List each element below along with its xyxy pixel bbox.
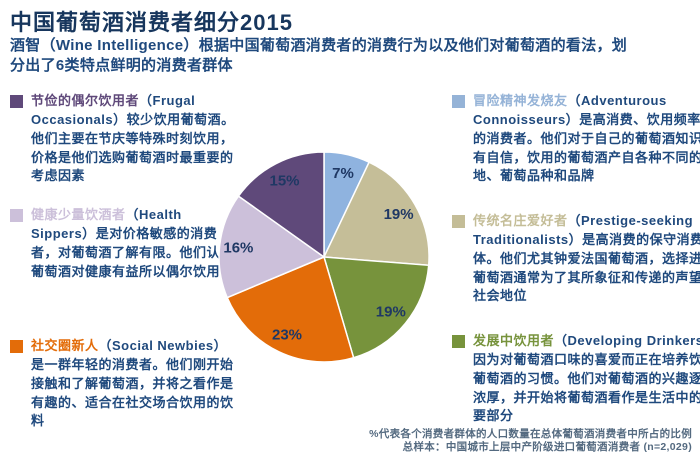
segment-text: 节俭的偶尔饮用者（Frugal Occasionals）较少饮用葡萄酒。他们主要… (31, 92, 235, 186)
segment-name-en: （Prestige-seeking Traditionalists） (473, 213, 694, 247)
health-sippers-color-swatch (10, 209, 23, 222)
segment-name-cn: 冒险精神发烧友 (473, 93, 568, 108)
pie-slice-prestige-seeking-traditionalists (322, 161, 430, 267)
segment-frugal-occasionals: 节俭的偶尔饮用者（Frugal Occasionals）较少饮用葡萄酒。他们主要… (10, 92, 235, 186)
segment-adventurous-connoisseurs: 冒险精神发烧友（Adventurous Connoisseurs）是高消费、饮用… (452, 92, 700, 186)
segment-name-cn: 健康少量饮酒者 (31, 207, 126, 222)
segment-name-cn: 传统名庄爱好者 (473, 213, 568, 228)
segment-description: 是高消费、饮用频率高的消费者。他们对于自己的葡萄酒知识很有自信，饮用的葡萄酒产自… (473, 111, 700, 184)
segment-text: 社交圈新人（Social Newbies） 是一群年轻的消费者。他们刚开始接触和了… (31, 337, 235, 431)
pie-slice-label-adventurous-connoisseurs: 7% (332, 165, 354, 182)
pie-slice-label-frugal-occasionals: 15% (269, 173, 299, 190)
pie-slice-label-prestige-seeking-traditionalists: 19% (384, 206, 414, 223)
segment-name-cn: 发展中饮用者 (473, 333, 555, 348)
pie-slice-developing-drinkers (322, 256, 430, 359)
segment-description: 较少饮用葡萄酒。他们主要在节庆等特殊时刻饮用，价格是他们选购葡萄酒时最重要的考虑… (31, 111, 235, 184)
segment-description: 因为对葡萄酒口味的喜爱而正在培养饮用葡萄酒的习惯。他们对葡萄酒的兴趣逐渐浓厚，并… (473, 351, 700, 424)
segment-description: 是高消费的保守消费群体。他们尤其钟爱法国葡萄酒，选择进口葡萄酒通常为了其所象征和… (473, 231, 700, 304)
segment-name-en: （Social Newbies） (98, 338, 228, 353)
segment-text: 冒险精神发烧友（Adventurous Connoisseurs）是高消费、饮用… (473, 92, 700, 186)
segment-text: 健康少量饮酒者（Health Sippers）是对价格敏感的消费者，对葡萄酒了解… (31, 206, 235, 281)
segment-prestige-seeking-traditionalists: 传统名庄爱好者（Prestige-seeking Traditionalists… (452, 212, 700, 306)
segment-developing-drinkers: 发展中饮用者（Developing Drinkers） 因为对葡萄酒口味的喜爱而正… (452, 332, 700, 426)
pie-slice-frugal-occasionals (237, 151, 325, 259)
segment-name-en: （Frugal Occasionals） (31, 93, 196, 127)
segment-name-en: （Developing Drinkers） (554, 333, 700, 348)
segment-name-en: （Health Sippers） (31, 207, 182, 241)
pie-slice-health-sippers (218, 195, 326, 299)
segment-name-cn: 节俭的偶尔饮用者 (31, 93, 140, 108)
segment-description: 是一群年轻的消费者。他们刚开始接触和了解葡萄酒，并将之看作是有趣的、适合在社交场… (31, 356, 234, 429)
developing-drinkers-color-swatch (452, 335, 465, 348)
pie-slice-label-developing-drinkers: 19% (376, 303, 406, 320)
pie-slice-social-newbies (226, 255, 355, 363)
pie-chart-container: 7% 19% 19% 23% 16% 15% (213, 146, 435, 368)
segment-name-en: （Adventurous Connoisseurs） (473, 93, 667, 127)
prestige-seeking-traditionalists-color-swatch (452, 215, 465, 228)
footer-note-sample: 总样本：中国城市上层中产阶级进口葡萄酒消费者 (n=2,029) (402, 441, 692, 454)
segment-description: 是对价格敏感的消费者，对葡萄酒了解有限。他们认为葡萄酒对健康有益所以偶尔饮用 (31, 225, 234, 279)
segment-social-newbies: 社交圈新人（Social Newbies） 是一群年轻的消费者。他们刚开始接触和了… (10, 337, 235, 431)
segment-text: 发展中饮用者（Developing Drinkers） 因为对葡萄酒口味的喜爱而正… (473, 332, 700, 426)
page-title: 中国葡萄酒消费者细分2015 (10, 10, 293, 35)
adventurous-connoisseurs-color-swatch (452, 95, 465, 108)
segment-health-sippers: 健康少量饮酒者（Health Sippers）是对价格敏感的消费者，对葡萄酒了解… (10, 206, 235, 281)
social-newbies-color-swatch (10, 340, 23, 353)
pie-slice-label-social-newbies: 23% (272, 327, 302, 344)
segment-text: 传统名庄爱好者（Prestige-seeking Traditionalists… (473, 212, 700, 306)
segment-name-cn: 社交圈新人 (31, 338, 99, 353)
subtitle: 酒智（Wine Intelligence）根据中国葡萄酒消费者的消费行为以及他们… (10, 37, 628, 75)
footer: %代表各个消费者群体的人口数量在总体葡萄酒消费者中所占的比例 总样本：中国城市上… (369, 428, 692, 455)
footer-note-percent: %代表各个消费者群体的人口数量在总体葡萄酒消费者中所占的比例 (369, 427, 692, 440)
pie-slice-label-health-sippers: 16% (223, 240, 253, 257)
frugal-occasionals-color-swatch (10, 95, 23, 108)
pie-chart: 7% 19% 19% 23% 16% 15% (218, 151, 430, 363)
